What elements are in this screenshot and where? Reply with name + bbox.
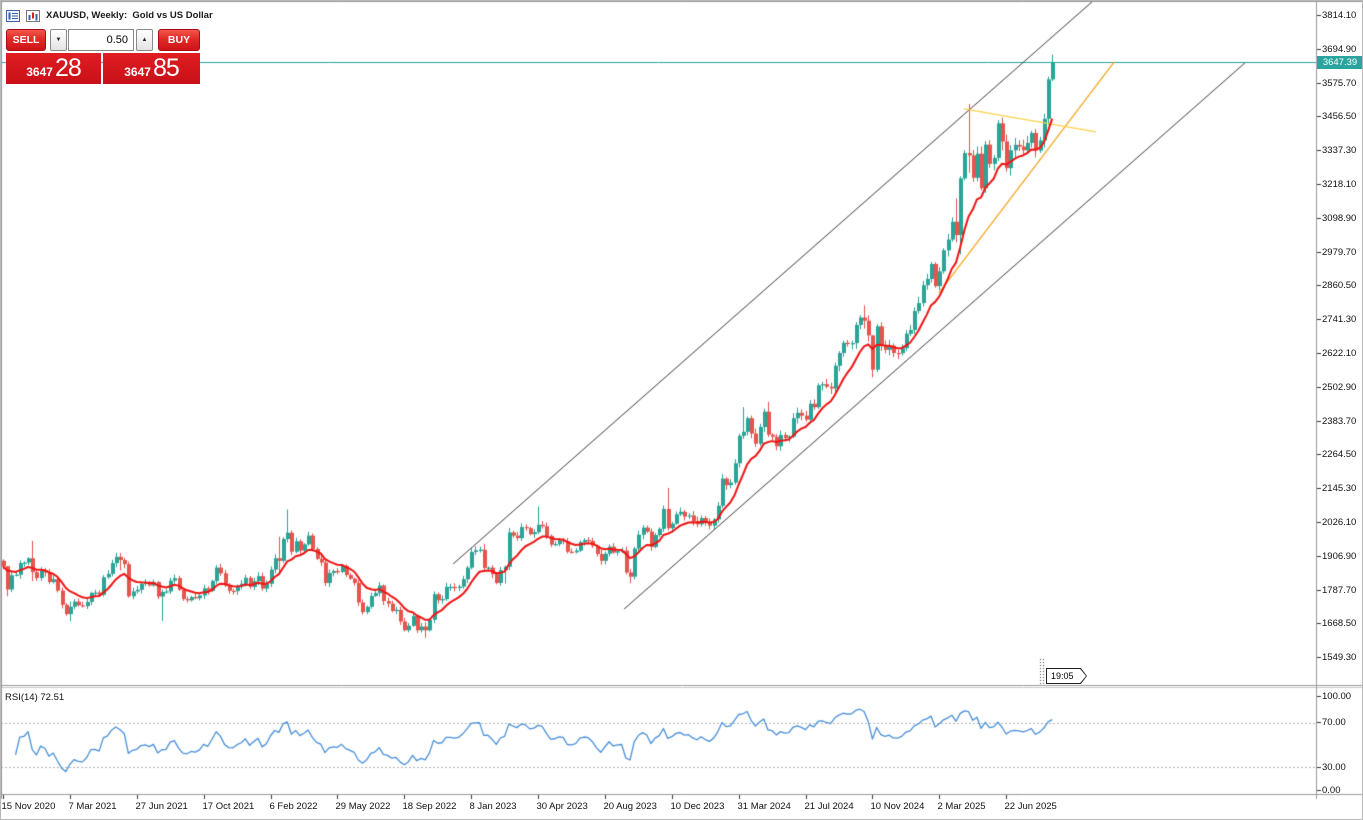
buy-button[interactable]: BUY — [158, 29, 200, 51]
trade-panel-prices: 3647 28 3647 85 — [6, 53, 200, 85]
sell-price-big: 28 — [54, 54, 82, 82]
buy-price-big: 85 — [152, 54, 180, 82]
buy-price-panel[interactable]: 3647 85 — [103, 53, 200, 84]
one-click-trade-panel: SELL ▼ 0.50 ▲ BUY 3647 28 3647 85 — [6, 29, 200, 85]
candle-countdown-box: 19:05 — [1046, 668, 1087, 684]
chart-title-row: XAUUSD, Weekly: Gold vs US Dollar — [6, 8, 213, 22]
candle-chart-icon[interactable] — [26, 9, 40, 22]
sell-price-small: 3647 — [26, 65, 53, 79]
candle-countdown-time: 19:05 — [1047, 669, 1086, 683]
volume-input[interactable]: 0.50 — [68, 29, 134, 51]
buy-price-small: 3647 — [124, 65, 151, 79]
chart-title: XAUUSD, Weekly: Gold vs US Dollar — [46, 9, 213, 21]
volume-increase-button[interactable]: ▲ — [136, 29, 153, 51]
sell-price-panel[interactable]: 3647 28 — [6, 53, 101, 84]
volume-decrease-button[interactable]: ▼ — [50, 29, 67, 51]
window-menu-icon[interactable] — [6, 9, 20, 22]
rsi-indicator-label: RSI(14) 72.51 — [5, 692, 65, 703]
sell-button[interactable]: SELL — [6, 29, 46, 51]
current-price-tag: 3647.39 — [1317, 56, 1362, 69]
trade-panel-controls: SELL ▼ 0.50 ▲ BUY — [6, 29, 200, 52]
